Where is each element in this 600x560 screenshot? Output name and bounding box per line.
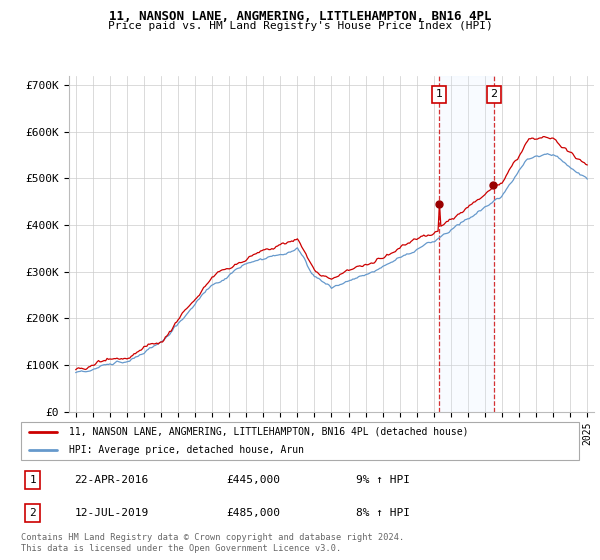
Text: Price paid vs. HM Land Registry's House Price Index (HPI): Price paid vs. HM Land Registry's House … bbox=[107, 21, 493, 31]
Text: 9% ↑ HPI: 9% ↑ HPI bbox=[356, 475, 410, 484]
Text: 12-JUL-2019: 12-JUL-2019 bbox=[74, 508, 149, 518]
Text: 11, NANSON LANE, ANGMERING, LITTLEHAMPTON, BN16 4PL: 11, NANSON LANE, ANGMERING, LITTLEHAMPTO… bbox=[109, 10, 491, 23]
Text: 2: 2 bbox=[29, 508, 36, 518]
Text: 11, NANSON LANE, ANGMERING, LITTLEHAMPTON, BN16 4PL (detached house): 11, NANSON LANE, ANGMERING, LITTLEHAMPTO… bbox=[69, 427, 468, 437]
Text: 22-APR-2016: 22-APR-2016 bbox=[74, 475, 149, 484]
Bar bbox=[439, 76, 494, 412]
Text: 1: 1 bbox=[29, 475, 36, 484]
FancyBboxPatch shape bbox=[21, 422, 579, 460]
Text: 2: 2 bbox=[491, 89, 497, 99]
Text: 1: 1 bbox=[436, 89, 443, 99]
Text: £485,000: £485,000 bbox=[227, 508, 281, 518]
Text: Contains HM Land Registry data © Crown copyright and database right 2024.
This d: Contains HM Land Registry data © Crown c… bbox=[21, 533, 404, 553]
Text: £445,000: £445,000 bbox=[227, 475, 281, 484]
Text: HPI: Average price, detached house, Arun: HPI: Average price, detached house, Arun bbox=[69, 445, 304, 455]
Text: 8% ↑ HPI: 8% ↑ HPI bbox=[356, 508, 410, 518]
